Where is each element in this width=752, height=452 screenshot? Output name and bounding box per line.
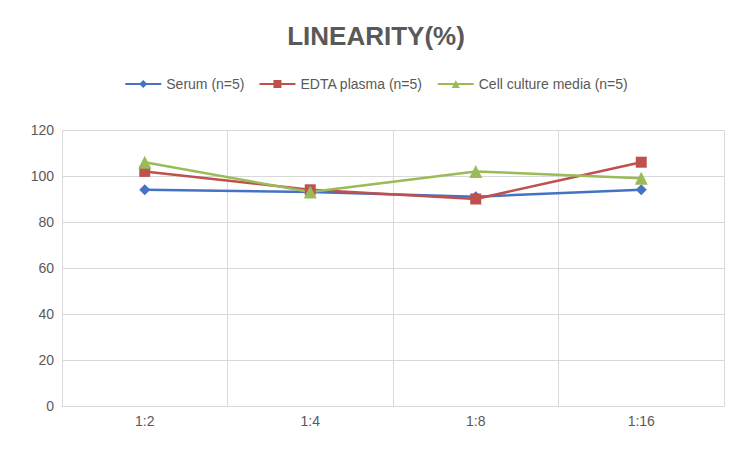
svg-text:20: 20 xyxy=(38,352,54,368)
svg-text:60: 60 xyxy=(38,260,54,276)
svg-text:1:8: 1:8 xyxy=(466,413,486,429)
svg-text:LINEARITY(%): LINEARITY(%) xyxy=(287,21,465,51)
svg-text:Serum (n=5): Serum (n=5) xyxy=(166,76,244,92)
svg-text:120: 120 xyxy=(31,122,55,138)
svg-text:40: 40 xyxy=(38,306,54,322)
svg-text:EDTA plasma (n=5): EDTA plasma (n=5) xyxy=(300,76,422,92)
svg-text:1:16: 1:16 xyxy=(628,413,655,429)
svg-text:1:2: 1:2 xyxy=(135,413,155,429)
svg-text:0: 0 xyxy=(46,398,54,414)
svg-text:80: 80 xyxy=(38,214,54,230)
svg-text:Cell culture media (n=5): Cell culture media (n=5) xyxy=(479,76,628,92)
svg-text:100: 100 xyxy=(31,168,55,184)
svg-text:1:4: 1:4 xyxy=(301,413,321,429)
